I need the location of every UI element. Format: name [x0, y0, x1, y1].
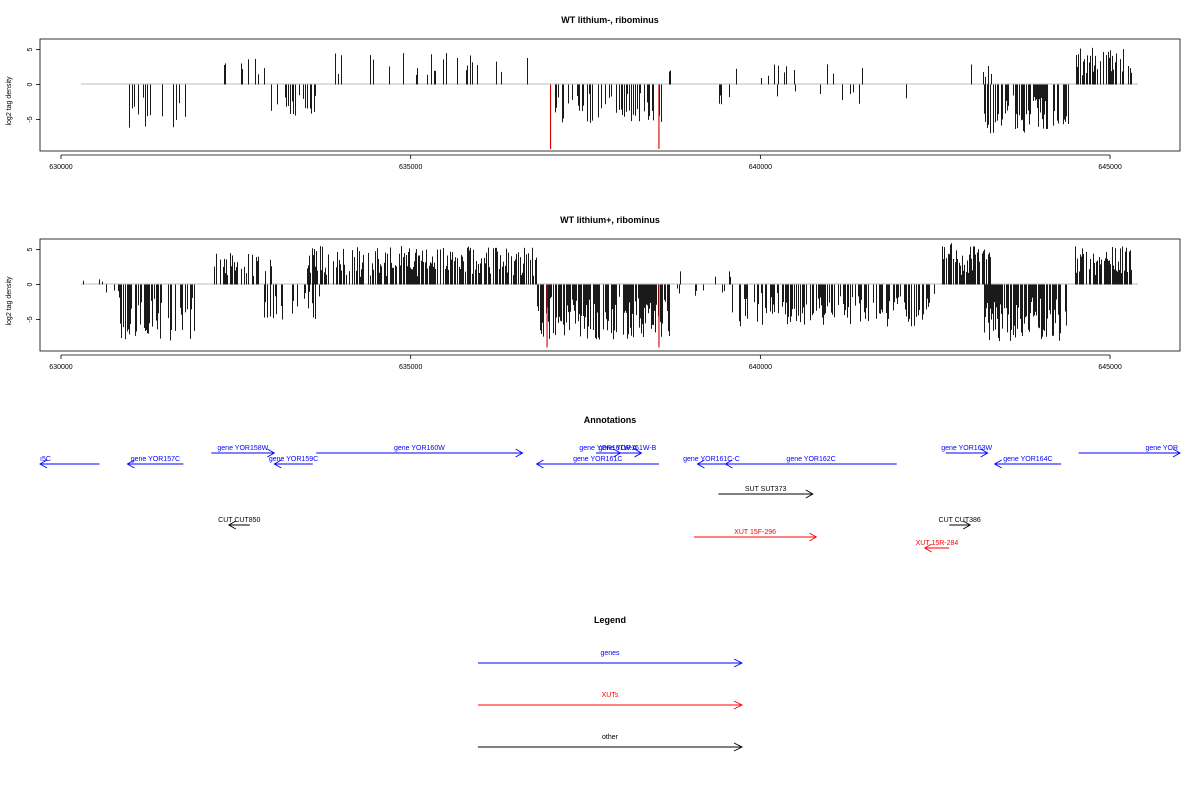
feature-label: gene YOR164C: [1003, 456, 1052, 463]
legend-arrowhead-icon: [733, 742, 744, 752]
annotation-feature: gene YOR: [1078, 445, 1181, 458]
feature-label: XUT 15R-284: [916, 540, 959, 547]
feature-label: gene YOR159C: [269, 456, 318, 463]
annotation-feature: XUT 15F-296: [693, 529, 818, 542]
feature-arrowhead-icon: [993, 459, 1002, 469]
feature-arrowhead-icon: [126, 459, 135, 469]
y-tick-label: -5: [27, 316, 34, 322]
feature-label: gene YOR161C: [573, 456, 622, 463]
y-tick-label: 5: [27, 47, 34, 51]
feature-arrowhead-icon: [696, 459, 705, 469]
legend-entry-genes: genes: [478, 650, 744, 668]
feature-label: XUT 15F-296: [734, 529, 776, 536]
annotation-feature: gene YOR158W: [211, 445, 276, 458]
bar-layer: [83, 243, 1132, 348]
feature-arrowhead-icon: [273, 459, 282, 469]
y-tick-label: 5: [27, 247, 34, 251]
annotation-feature: ı5C: [39, 456, 100, 469]
annotation-feature: CUT CUT850: [218, 517, 261, 530]
annotation-feature: gene YOR161C: [535, 456, 659, 469]
feature-arrowhead-icon: [805, 489, 814, 499]
feature-arrowhead-icon: [515, 448, 524, 458]
feature-arrowhead-icon: [980, 448, 989, 458]
feature-arrowhead-icon: [809, 532, 818, 542]
feature-arrowhead-icon: [535, 459, 544, 469]
legend-arrowhead-icon: [733, 700, 744, 710]
y-axis-label: log2 tag density: [6, 76, 13, 126]
y-tick-label: 0: [27, 82, 34, 86]
legend-entry-xuts: XUTs: [478, 692, 744, 710]
bar-layer: [129, 47, 1132, 149]
legend-title: Legend: [594, 615, 626, 625]
y-tick-label: -5: [27, 116, 34, 122]
feature-label: gene YOR158W: [217, 445, 268, 452]
feature-label: CUT CUT850: [218, 517, 260, 524]
annotation-feature: gene YOR159C: [269, 456, 318, 469]
feature-label: gene YOR161W-A: [579, 445, 637, 452]
annotation-feature: gene YOR161C-C: [683, 456, 740, 469]
annotation-feature: gene YOR164C: [993, 456, 1062, 469]
feature-label: CUT CUT386: [939, 517, 981, 524]
axis-layer: 5 0 -5 630000 635000 640000 645000: [27, 247, 1122, 371]
legend: Legend genes XUTs other: [478, 615, 744, 752]
annotation-feature: SUT SUT373: [718, 486, 814, 499]
annotations-title: Annotations: [584, 415, 637, 425]
feature-label: gene YOR157C: [131, 456, 180, 463]
annotation-feature: gene YOR160W: [316, 445, 524, 458]
feature-arrowhead-icon: [267, 448, 276, 458]
legend-arrowhead-icon: [733, 658, 744, 668]
track-panel-lithium-plus: WT lithium+, ribominus log2 tag density …: [6, 215, 1181, 371]
annotation-feature: XUT 15R-284: [916, 540, 959, 553]
feature-label: gene YOR: [1145, 445, 1178, 452]
axis-layer: 5 0 -5 630000 635000 640000 645000: [27, 47, 1122, 171]
feature-arrowhead-icon: [634, 448, 643, 458]
legend-entry-other: other: [478, 734, 744, 752]
track-panel-lithium-minus: WT lithium-, ribominus log2 tag density …: [6, 15, 1181, 171]
feature-arrowhead-icon: [724, 459, 733, 469]
plot-frame: [39, 238, 1181, 352]
x-tick-label: 635000: [399, 164, 422, 171]
annotation-feature: gene YOR157C: [126, 456, 184, 469]
feature-arrowhead-icon: [962, 520, 972, 530]
x-tick-label: 645000: [1098, 364, 1121, 371]
feature-label: gene YOR161C-C: [683, 456, 740, 463]
feature-arrowhead-icon: [923, 543, 932, 553]
annotation-feature: gene YOR162C: [724, 456, 897, 469]
panel-title: WT lithium+, ribominus: [560, 215, 660, 225]
feature-arrowhead-icon: [227, 520, 237, 530]
plot-frame: [39, 38, 1181, 152]
annotation-feature: gene YOR163W: [941, 445, 992, 458]
feature-label: gene YOR163W: [941, 445, 992, 452]
legend-entry-label: XUTs: [602, 692, 619, 699]
feature-label: gene YOR162C: [786, 456, 835, 463]
y-tick-label: 0: [27, 282, 34, 286]
annotation-feature: gene YOR161W-B: [599, 445, 657, 458]
x-tick-label: 630000: [49, 364, 72, 371]
y-axis-label: log2 tag density: [6, 276, 13, 326]
panel-title: WT lithium-, ribominus: [561, 15, 659, 25]
feature-label: ı5C: [40, 456, 51, 463]
feature-label: gene YOR161W-B: [599, 445, 657, 452]
x-tick-label: 640000: [749, 364, 772, 371]
legend-entry-label: other: [602, 734, 619, 741]
feature-arrowhead-icon: [39, 459, 48, 469]
feature-label: gene YOR160W: [394, 445, 445, 452]
feature-label: SUT SUT373: [745, 486, 787, 493]
x-tick-label: 630000: [49, 164, 72, 171]
x-tick-label: 640000: [749, 164, 772, 171]
x-tick-label: 645000: [1098, 164, 1121, 171]
x-tick-label: 635000: [399, 364, 422, 371]
feature-arrowhead-icon: [1172, 448, 1181, 458]
legend-entry-label: genes: [600, 650, 620, 657]
annotation-feature: CUT CUT386: [939, 517, 981, 530]
